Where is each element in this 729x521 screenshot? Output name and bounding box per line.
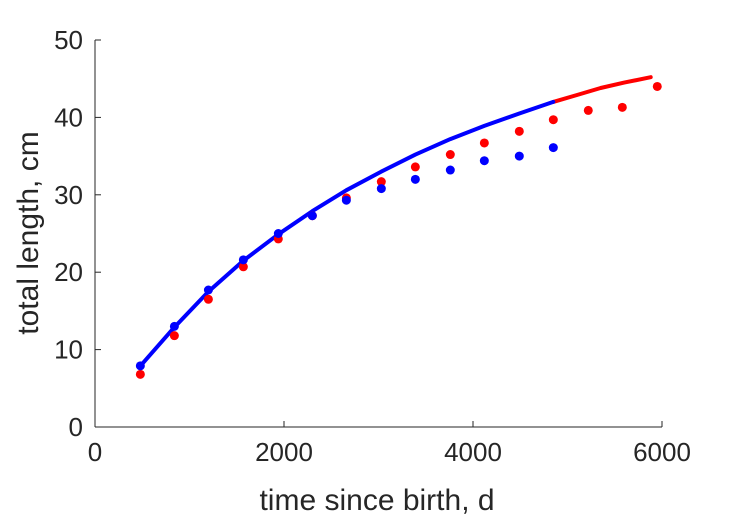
data-point xyxy=(514,126,524,136)
data-point xyxy=(410,162,420,172)
y-tick-label: 0 xyxy=(69,412,83,442)
x-tick-label: 0 xyxy=(88,437,102,467)
data-point xyxy=(376,184,386,194)
data-point xyxy=(445,150,455,160)
data-point xyxy=(548,143,558,153)
data-point xyxy=(203,294,213,304)
data-point xyxy=(652,81,662,91)
data-point xyxy=(583,105,593,115)
data-point xyxy=(514,151,524,161)
fit-curve xyxy=(551,75,653,104)
plot-area xyxy=(135,75,662,379)
y-axis-label: total length, cm xyxy=(12,131,45,334)
x-tick-label: 4000 xyxy=(444,437,502,467)
data-point xyxy=(479,156,489,166)
axes: 0 2000 4000 6000 0 10 20 30 40 50 xyxy=(54,25,691,467)
data-point xyxy=(410,174,420,184)
data-point xyxy=(376,177,386,187)
data-point xyxy=(273,229,283,238)
data-point xyxy=(169,321,179,331)
data-point xyxy=(617,102,627,112)
data-point xyxy=(548,115,558,125)
y-tick-label: 30 xyxy=(54,180,83,210)
data-point xyxy=(169,331,179,341)
data-point xyxy=(341,195,351,205)
fit-curve xyxy=(138,99,556,368)
data-point xyxy=(238,255,248,265)
data-point xyxy=(479,138,489,148)
x-tick-label: 2000 xyxy=(255,437,313,467)
data-point xyxy=(307,211,317,221)
x-axis-label: time since birth, d xyxy=(259,484,494,517)
data-point xyxy=(445,165,455,175)
data-point xyxy=(238,262,248,272)
x-tick-label: 6000 xyxy=(633,437,691,467)
y-tick-label: 40 xyxy=(54,102,83,132)
y-tick-label: 20 xyxy=(54,257,83,287)
data-point xyxy=(135,369,145,379)
data-point xyxy=(135,361,145,371)
data-point xyxy=(203,285,213,295)
y-tick-label: 50 xyxy=(54,25,83,55)
y-tick-label: 10 xyxy=(54,335,83,365)
